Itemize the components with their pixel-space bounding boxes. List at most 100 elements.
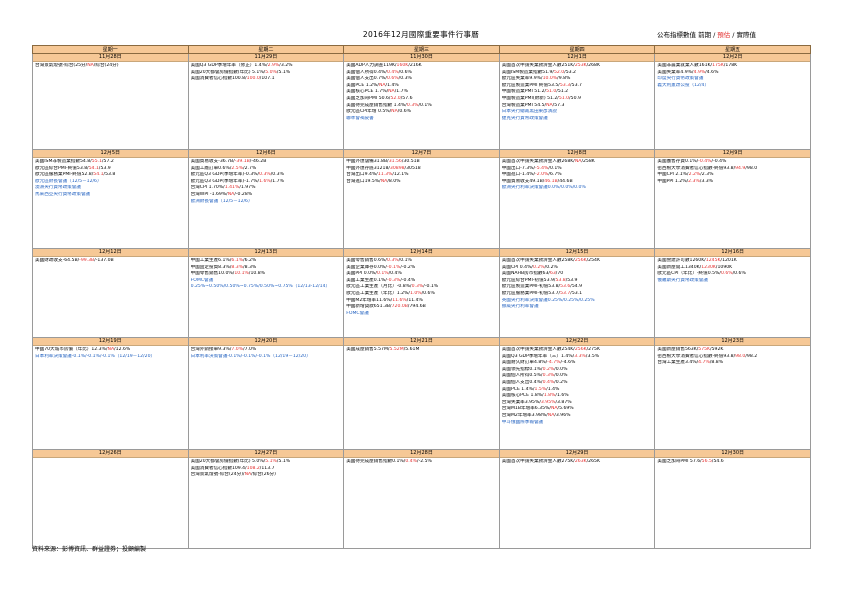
- event-text: 美國領先指標0.1%/: [501, 366, 543, 372]
- event-list: 美國零售銷售0.6%/0.3%/0.1% 美國企業庫存0.0%/-0.1%/-0.…: [345, 257, 499, 337]
- event-text: /1.7%: [394, 89, 408, 95]
- central-bank-event: FOMC會議: [190, 277, 214, 283]
- event-text: 美國個人所得0.5%/: [501, 373, 543, 379]
- event-text: /57.3: [552, 102, 565, 108]
- event-text: 台灣景氣燈號-綜合(24分)/: [190, 472, 245, 478]
- event-text: /0.6%: [397, 109, 411, 115]
- event-text: /3.5%: [585, 353, 600, 359]
- forecast-value: 53.8: [555, 277, 566, 283]
- event-item: 台灣M2年增率3.98%/NA/3.96%: [502, 413, 653, 420]
- event-list: 美國新屋銷售563K/575K/592K 密西根大學消費者信心指數-終值93.8/…: [656, 346, 810, 449]
- legend: 公布指標數值 前期 / 預估 / 實際值: [657, 31, 756, 39]
- event-item: 中國M2年增率11.6%/11.6%/11.4%: [346, 298, 497, 305]
- event-item: 中國製造業PMI 51.2/51.0/51.2: [502, 89, 653, 96]
- event-item: 台灣外銷接單9.3%/7.0%/7.0%: [191, 347, 342, 354]
- day-date: 11月29日: [189, 54, 343, 62]
- event-text: 歐元區Q3 GDP(季增年率)-0.3%/: [190, 172, 260, 178]
- event-text: 中國製造業PMI 51.2/: [501, 89, 547, 95]
- forecast-value: NA: [550, 406, 558, 412]
- forecast-value: -99.3B: [79, 258, 95, 263]
- forecast-value: -2.0%: [535, 172, 549, 178]
- event-text: 歐元區CPI（年比）-終值0.5%/: [657, 271, 721, 277]
- event-text: /2.7%: [243, 165, 257, 171]
- event-item: 美國貿易收支-36.7B/-39.1B/-46.2B: [191, 159, 342, 166]
- event-text: 美國個人支出0.4%/: [501, 379, 543, 385]
- day-cell: 11月30日 美國ADP人力調查119K/160K/216K 美國個人所得0.4%/…: [343, 53, 500, 150]
- event-text: /794.6B: [407, 304, 426, 310]
- event-item: 美國首次申請失業救濟金人數254K/256K/275K: [502, 347, 653, 354]
- event-text: 歐元區服務業PMI-初值53.7/: [501, 290, 561, 296]
- event-text: 中國70大城市房價（年比）12.3%/: [35, 347, 108, 352]
- day-date: 12月14日: [344, 249, 499, 257]
- forecast-value: 720.0B: [391, 304, 408, 310]
- event-text: 美國工廠訂單0.6%/: [190, 165, 232, 171]
- event-item: 美國PCE 1.4%/1.5%/1.4%: [502, 387, 653, 394]
- event-text: /258K: [581, 159, 595, 164]
- event-list: [33, 458, 187, 548]
- forecast-value: 5.52M: [389, 347, 404, 352]
- day-cell: 12月26日: [32, 449, 189, 549]
- event-text: /1090K: [715, 264, 733, 270]
- event-text: /1.7%: [270, 178, 284, 184]
- event-text: 台灣失業率3.95%/: [501, 399, 541, 405]
- day-date: 12月19日: [33, 338, 188, 346]
- event-text: 歐元區工業生產（月比）-0.8%/: [346, 284, 412, 290]
- event-text: 中國製造業PMI(財新) 51.2/: [501, 95, 559, 101]
- event-item: 台灣M1B年增率6.35%/NA/5.69%: [502, 406, 653, 413]
- event-text: 美國個人支出0.7%/: [346, 76, 387, 82]
- forecast-value: 1.8%: [543, 393, 556, 399]
- forecast-value: 256K: [574, 258, 587, 263]
- event-text: /11.4%: [406, 297, 423, 303]
- central-bank-event: 挪威央行利率會議: [501, 304, 539, 310]
- event-text: 台灣景氣燈號-綜合(25分/: [35, 63, 88, 68]
- event-list: 中國70大城市房價（年比）12.3%/NA/12.6% 日本利率決策會議-0.1%…: [33, 346, 187, 449]
- day-cell: 12月22日 美國首次申請失業救濟金人數254K/256K/275K 美國Q3 GD…: [498, 337, 656, 450]
- forecast-value: 1.41%: [224, 185, 240, 191]
- event-text: 美國成屋銷售5.57M/: [346, 347, 390, 352]
- event-text: /7.0%: [243, 347, 257, 352]
- event-text: 美國待完成屋銷售指數0.1%/: [346, 459, 406, 464]
- forecast-value: 0.4%: [542, 379, 555, 385]
- event-text: /綜合(26分): [251, 472, 276, 478]
- event-item: 歐元區CPI（年比）-終值0.5%/0.6%/0.6%: [657, 271, 808, 278]
- event-text: 美國工業生產0.1%/: [346, 277, 387, 283]
- day-date: 12月21日: [344, 338, 499, 346]
- forecast-value: 175K: [712, 63, 724, 68]
- day-cell: 12月15日 美國首次申請失業救濟金人數258K/256K/254K 美國CPI 0…: [498, 248, 656, 338]
- event-text: 美國失業率4.9%/: [657, 69, 694, 75]
- day-date: 12月5日: [33, 150, 188, 158]
- event-text: /3.2%: [279, 63, 293, 68]
- event-text: /0.6%: [421, 290, 435, 296]
- event-item: 美國首次申請失業救濟金人數251K/253K/268K: [502, 63, 653, 70]
- central-bank-event: 捷克央行貨幣政策會議: [501, 115, 548, 121]
- event-item: 歐元區製造業PMI 終值53.5/53.3/53.7: [502, 83, 653, 90]
- day-cell: 12月1日 美國首次申請失業救濟金人數251K/253K/268K 美國ISM製造業…: [498, 53, 656, 150]
- event-item: 台灣CPI 1.70%/1.41%/1.97%: [191, 185, 342, 192]
- forecast-value: 253K: [574, 63, 587, 68]
- forecast-value: 10.0%: [542, 76, 558, 82]
- event-item: 歐元區製造業PMI-初值53.8/53.6/54.9: [502, 284, 653, 291]
- event-item: 美國ADP人力調查119K/160K/216K: [346, 63, 497, 70]
- forecast-value: 1.5%: [534, 386, 547, 392]
- forecast-value: 52.0: [553, 69, 565, 75]
- event-item: 歐元區工業生產（年比）1.2%/1.0%/0.6%: [346, 291, 497, 298]
- event-item: 美國CPI 0.4%/0.2%/0.2%: [502, 265, 653, 272]
- forecast-value: NA: [378, 82, 386, 88]
- event-item: 中國PPI 1.2%/2.3%/3.3%: [657, 179, 808, 186]
- event-item: 美國首次申請失業救濟金人數268K/NA/258K: [502, 159, 653, 166]
- event-text: 中國M2年增率11.6%/: [346, 297, 393, 303]
- event-text: /30.51B: [401, 159, 420, 164]
- week-row: 12月19日 中國70大城市房價（年比）12.3%/NA/12.6% 日本利率決策會…: [32, 337, 811, 450]
- forecast-value: 3.3%: [574, 353, 586, 359]
- day-date: 12月12日: [33, 249, 188, 257]
- day-cell: 12月23日 美國新屋銷售563K/575K/592K 密西根大學消費者信心指數-終…: [654, 337, 811, 450]
- day-cell: 12月28日 美國待完成屋銷售指數0.1%/0.4%/-2.5%: [343, 449, 500, 549]
- central-bank-event: 歐元區財長會議（12/5－12/6）: [35, 178, 102, 184]
- day-date: 11月28日: [33, 54, 188, 62]
- event-text: 歐元區綜合PMI-終值53.8/: [35, 165, 89, 171]
- forecast-value: 2.2%: [688, 172, 701, 178]
- event-item: 美國消費者信心指數100.8/100.0/107.1: [191, 76, 342, 83]
- event-text: 美國首次申請失業救濟金人數251K/: [501, 63, 575, 68]
- event-text: /4.6%: [705, 69, 719, 75]
- central-bank-event: 歐洲央行利率決策會議0.0%/0.0%/0.0%: [501, 185, 586, 191]
